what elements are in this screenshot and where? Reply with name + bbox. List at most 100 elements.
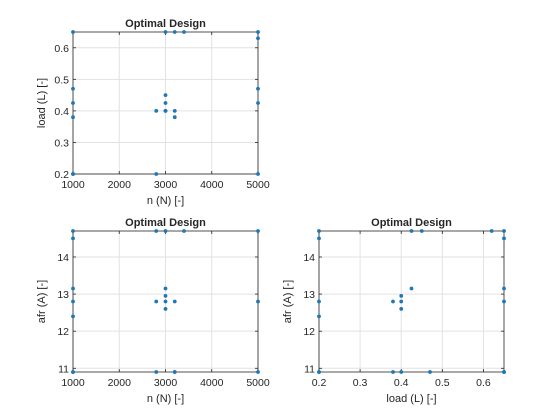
data-point [317,236,321,241]
data-point [71,286,75,291]
data-point [399,299,404,304]
data-point [154,229,159,233]
data-point [163,286,168,291]
data-point [172,108,177,113]
x-tick-label: 3000 [154,377,178,389]
data-point [163,299,168,304]
x-tick-label: 2000 [108,377,132,389]
y-tick-label: 0.3 [54,137,69,149]
data-point [154,370,159,374]
data-point [163,108,168,113]
chart-title: Optimal Design [125,217,206,229]
data-point [256,36,260,41]
data-point [502,229,506,233]
y-tick-label: 12 [57,326,69,338]
data-point [172,30,177,34]
x-tick-label: 1000 [61,377,85,389]
data-point [71,30,75,34]
data-point [409,229,414,233]
data-point [71,172,75,176]
data-point [502,299,506,304]
y-axis-label: afr (A) [-] [36,280,48,323]
data-point [502,236,506,241]
data-point [163,30,168,34]
data-point [317,314,321,319]
y-axis-label: afr (A) [-] [282,280,294,323]
y-axis-label: load (L) [-] [36,78,48,128]
data-point [428,370,432,374]
data-point [256,172,260,176]
data-point [172,115,177,120]
data-point [399,307,404,311]
subplot-2: 1000 2000 3000 4000 5000 11 12 13 14 Optimal Desi… [36,217,270,405]
y-tick-label: 0.4 [54,106,69,118]
x-tick-label: 0.2 [312,377,327,389]
data-point [399,294,404,298]
data-point [154,108,159,113]
data-point [182,30,186,34]
x-tick-label: 0.6 [476,377,491,389]
x-tick-label: 0.3 [353,377,368,389]
data-point [163,101,168,105]
data-point [163,307,168,311]
y-tick-label: 11 [58,363,69,375]
data-point [502,370,506,374]
data-point [163,93,168,98]
x-tick-label: 5000 [246,377,270,389]
data-point [317,370,321,374]
data-point [391,299,395,304]
x-tick-label: 5000 [246,179,270,191]
y-tick-label: 13 [303,289,315,301]
data-point [71,370,75,374]
y-tick-label: 12 [303,326,315,338]
subplot-1: 1000 2000 3000 4000 5000 0.2 0.3 0.4 0.5 0.6 Optim… [36,18,270,207]
data-point [256,229,260,233]
data-point [71,299,75,304]
data-point [399,370,404,374]
data-point [71,86,75,91]
data-point [71,236,75,241]
data-point [502,286,506,291]
data-point [154,172,159,176]
data-point [163,229,168,233]
data-point [489,229,494,233]
x-tick-label: 4000 [200,377,224,389]
x-tick-label: 0.5 [435,377,450,389]
data-point [256,86,260,91]
subplot-3: 0.2 0.3 0.4 0.5 0.6 11 12 13 14 Optimal Design loa… [282,217,506,405]
data-point [409,286,414,291]
data-point [154,299,159,304]
plot-area [319,231,504,372]
y-tick-label: 0.6 [54,43,69,55]
data-point [163,294,168,298]
x-tick-label: 1000 [61,179,85,191]
y-tick-label: 0.2 [54,169,69,181]
data-point [71,229,75,233]
data-point [71,314,75,319]
y-tick-label: 13 [57,289,69,301]
data-point [256,101,260,105]
chart-title: Optimal Design [371,217,452,229]
x-axis-label: load (L) [-] [386,393,436,405]
x-axis-label: n (N) [-] [147,195,184,207]
y-tick-label: 0.5 [54,74,69,86]
data-point [317,299,321,304]
chart-title: Optimal Design [125,18,206,30]
data-point [172,370,177,374]
x-tick-label: 4000 [200,179,224,191]
data-point [71,101,75,105]
y-tick-label: 14 [303,252,315,264]
data-point [391,370,395,374]
data-point [71,115,75,120]
data-point [419,229,424,233]
data-point [256,299,260,304]
x-tick-label: 3000 [154,179,178,191]
data-point [256,30,260,34]
x-tick-label: 2000 [108,179,132,191]
data-point [256,370,260,374]
y-tick-label: 14 [57,252,69,264]
data-point [172,299,177,304]
x-axis-label: n (N) [-] [147,393,184,405]
x-tick-label: 0.4 [394,377,409,389]
